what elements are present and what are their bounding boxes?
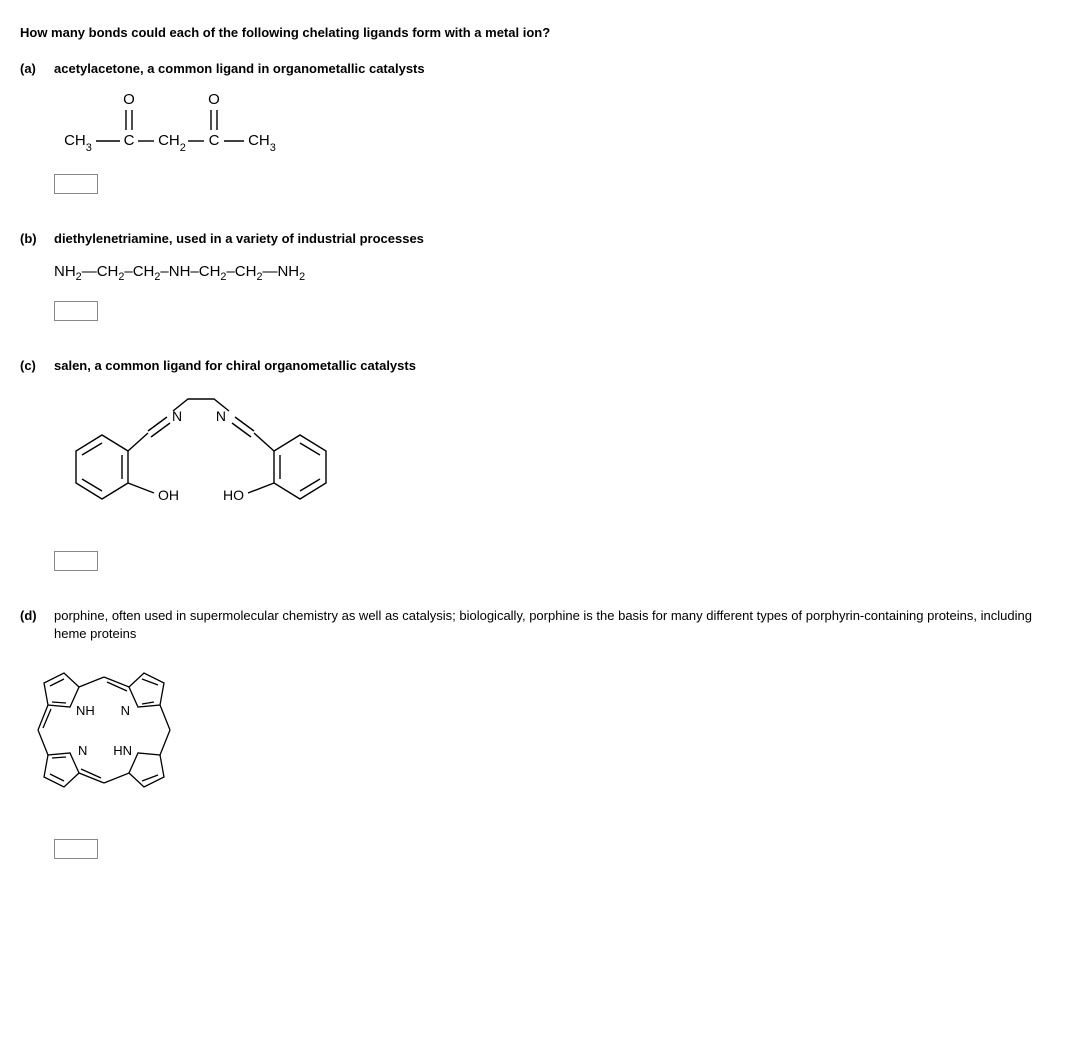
porphine-structure: NH N N HN: [24, 655, 1060, 825]
svg-text:N: N: [172, 408, 182, 424]
part-d-answer-input[interactable]: [54, 839, 98, 859]
svg-text:HO: HO: [223, 487, 244, 503]
svg-text:N: N: [78, 743, 87, 758]
part-b-text: diethylenetriamine, used in a variety of…: [54, 230, 1060, 248]
svg-text:O: O: [208, 91, 220, 108]
part-d: (d) porphine, often used in supermolecul…: [20, 607, 1060, 859]
part-c-label: (c): [20, 357, 54, 375]
svg-text:C: C: [124, 132, 135, 149]
part-a-text: acetylacetone, a common ligand in organo…: [54, 60, 1060, 78]
part-d-text: porphine, often used in supermolecular c…: [54, 607, 1060, 643]
svg-text:N: N: [121, 703, 130, 718]
part-c-answer-input[interactable]: [54, 551, 98, 571]
salen-structure: N N OH HO: [54, 387, 1060, 537]
part-b-answer-input[interactable]: [54, 301, 98, 321]
part-a-answer-input[interactable]: [54, 174, 98, 194]
part-b-label: (b): [20, 230, 54, 248]
acetylacetone-structure: O O CH3 C CH2 C: [54, 90, 1060, 160]
svg-text:O: O: [123, 91, 135, 108]
dien-formula: NH2—CH2–CH2–NH–CH2–CH2—NH2: [54, 261, 1060, 285]
part-c: (c) salen, a common ligand for chiral or…: [20, 357, 1060, 571]
svg-text:C: C: [209, 132, 220, 149]
svg-text:CH2: CH2: [158, 132, 186, 154]
question-stem: How many bonds could each of the followi…: [20, 24, 1060, 42]
svg-text:NH: NH: [76, 703, 95, 718]
part-a: (a) acetylacetone, a common ligand in or…: [20, 60, 1060, 194]
svg-text:CH3: CH3: [64, 132, 92, 154]
part-d-label: (d): [20, 607, 54, 625]
svg-text:CH3: CH3: [248, 132, 276, 154]
part-b: (b) diethylenetriamine, used in a variet…: [20, 230, 1060, 320]
svg-text:OH: OH: [158, 487, 179, 503]
part-c-text: salen, a common ligand for chiral organo…: [54, 357, 1060, 375]
part-a-label: (a): [20, 60, 54, 78]
svg-text:N: N: [216, 408, 226, 424]
svg-text:HN: HN: [113, 743, 132, 758]
